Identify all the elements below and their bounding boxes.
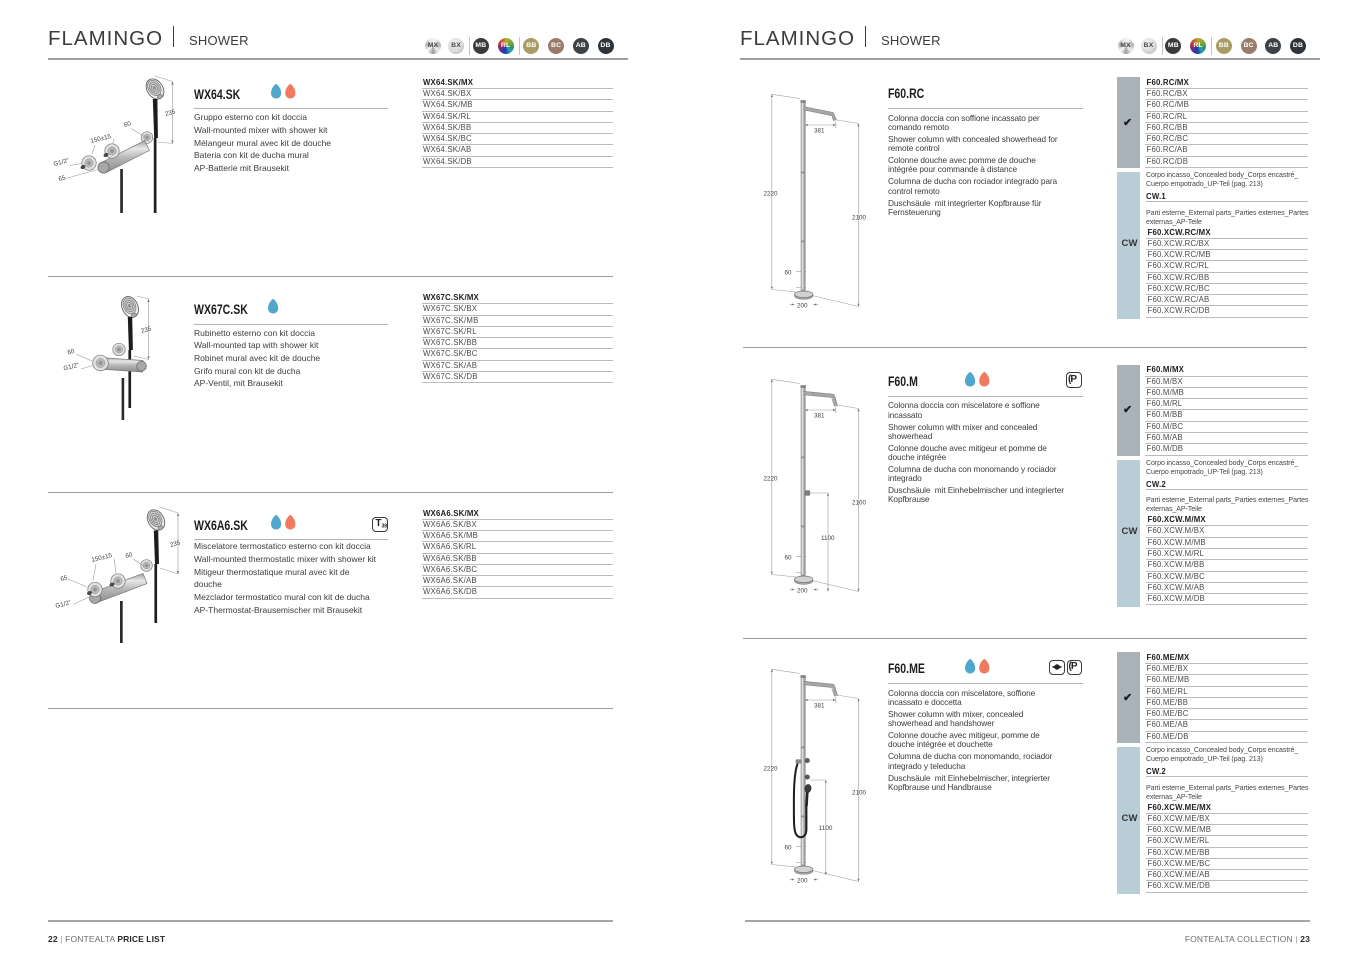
svg-text:381: 381 <box>814 413 825 420</box>
svg-text:G1/2”: G1/2” <box>55 599 72 610</box>
svg-text:235: 235 <box>164 108 176 117</box>
svg-text:65: 65 <box>60 574 69 583</box>
svg-text:60: 60 <box>125 551 134 560</box>
svg-text:2100: 2100 <box>852 500 867 507</box>
svg-text:2220: 2220 <box>764 476 779 483</box>
svg-text:G1/2”: G1/2” <box>53 157 70 168</box>
svg-text:235: 235 <box>169 539 181 548</box>
svg-text:150±15: 150±15 <box>91 552 114 564</box>
svg-text:1100: 1100 <box>819 825 833 832</box>
svg-text:G1/2”: G1/2” <box>63 362 80 373</box>
svg-text:60: 60 <box>67 348 76 357</box>
svg-text:60: 60 <box>785 845 793 852</box>
svg-text:2100: 2100 <box>852 790 867 797</box>
svg-text:381: 381 <box>814 128 825 135</box>
svg-text:60: 60 <box>123 120 132 129</box>
svg-text:200: 200 <box>797 303 808 310</box>
svg-text:2220: 2220 <box>764 766 779 773</box>
svg-text:2220: 2220 <box>764 191 779 198</box>
svg-text:150±15: 150±15 <box>90 133 113 145</box>
svg-text:200: 200 <box>797 588 808 595</box>
svg-text:60: 60 <box>785 270 793 277</box>
svg-text:200: 200 <box>797 878 808 885</box>
svg-text:65: 65 <box>58 174 67 183</box>
svg-text:2100: 2100 <box>852 215 867 222</box>
svg-text:381: 381 <box>814 703 825 710</box>
svg-text:60: 60 <box>785 555 793 562</box>
svg-text:235: 235 <box>140 325 152 334</box>
svg-text:1100: 1100 <box>821 535 835 542</box>
